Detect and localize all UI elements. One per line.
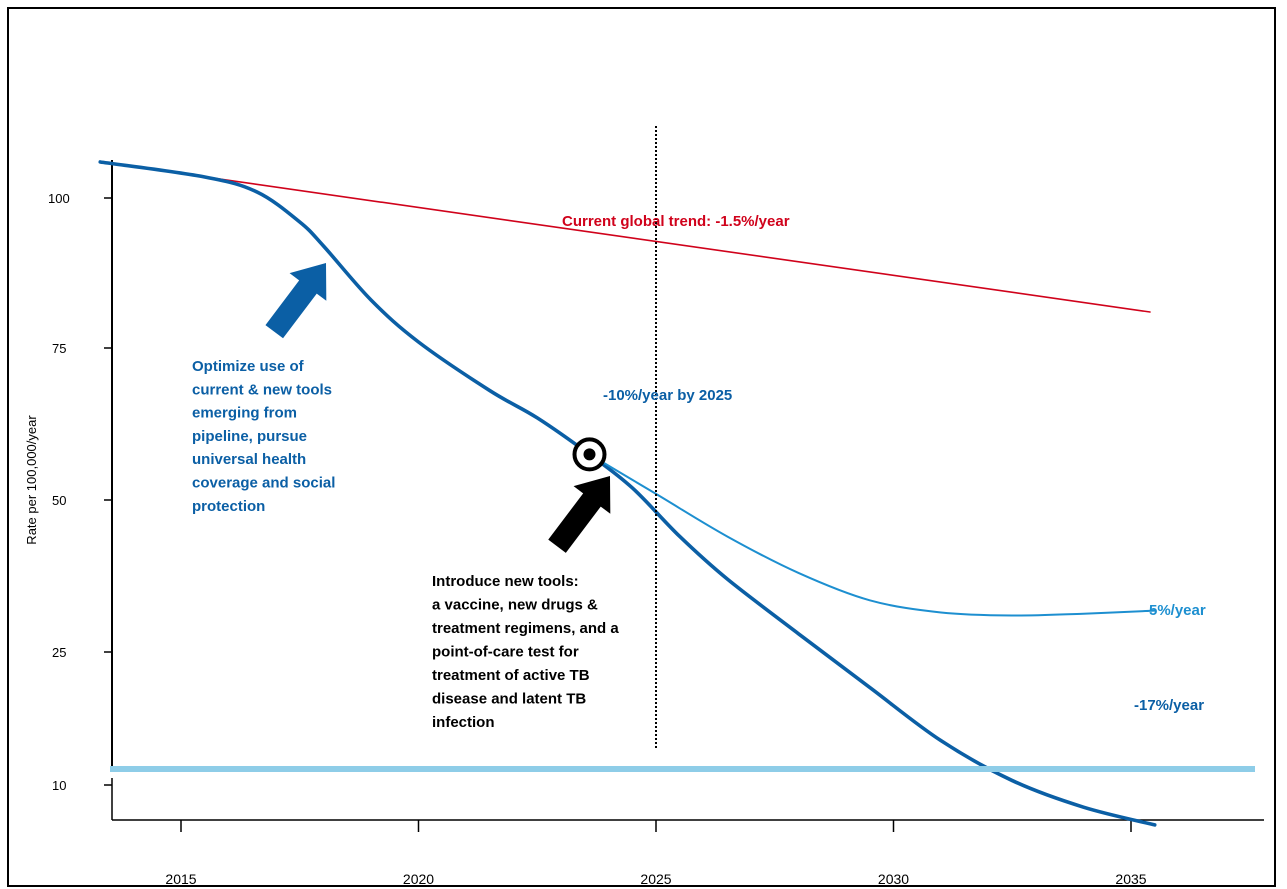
ann-optimize-line-3: emerging from: [192, 405, 297, 422]
ann-introduce-line-5: treatment of active TB: [432, 667, 590, 684]
annotation-5-percent: -5%/year: [1144, 602, 1206, 619]
y-axis-label: Rate per 100,000/year: [24, 415, 39, 545]
ann-optimize-line-1: Optimize use of: [192, 358, 305, 375]
y-tick-label-10: 10: [52, 778, 66, 793]
ann-introduce-line-1: Introduce new tools:: [432, 573, 579, 590]
annotation-current-trend: Current global trend: -1.5%/year: [562, 213, 790, 230]
x-tick-label-2025: 2025: [640, 871, 671, 887]
y-tick-label-50: 50: [52, 493, 66, 508]
y-tick-label-25: 25: [52, 645, 66, 660]
annotation-introduce-new-tools: Introduce new tools: a vaccine, new drugs…: [432, 573, 619, 731]
ann-introduce-line-2: a vaccine, new drugs &: [432, 597, 598, 614]
y-ticks: 100 75 50 25 10: [48, 191, 112, 793]
x-tick-label-2020: 2020: [403, 871, 434, 887]
ann-optimize-line-2: current & new tools: [192, 381, 332, 398]
x-ticks: 2015 2020 2025 2030 2035: [165, 820, 1147, 887]
ann-introduce-line-4: point-of-care test for: [432, 644, 579, 661]
blue-arrow-icon: [265, 263, 327, 339]
x-tick-label-2030: 2030: [878, 871, 909, 887]
x-tick-label-2035: 2035: [1115, 871, 1146, 887]
ann-optimize-line-4: pipeline, pursue: [192, 428, 307, 445]
black-arrow-icon: [548, 476, 611, 553]
ann-optimize-line-7: protection: [192, 498, 265, 515]
ann-optimize-line-5: universal health: [192, 451, 306, 468]
annotation-17-percent: -17%/year: [1134, 697, 1204, 714]
ann-introduce-line-7: infection: [432, 714, 495, 731]
series-17-percent-line: [98, 160, 1157, 827]
y-tick-label-100: 100: [48, 191, 70, 206]
target-center-dot: [583, 448, 596, 461]
x-tick-label-2015: 2015: [165, 871, 196, 887]
ann-introduce-line-3: treatment regimens, and a: [432, 620, 619, 637]
series-5-percent-line: [588, 453, 1156, 617]
series-current-trend-line: [99, 161, 1151, 313]
target-marker-icon: [572, 437, 607, 472]
annotation-10-percent-by-2025: -10%/year by 2025: [603, 387, 732, 404]
annotation-optimize-tools: Optimize use of current & new tools emergi…: [192, 358, 335, 515]
series-layer: [98, 160, 1157, 827]
ann-introduce-line-6: disease and latent TB: [432, 691, 586, 708]
y-tick-label-75: 75: [52, 341, 66, 356]
ann-optimize-line-6: coverage and social: [192, 475, 335, 492]
chart-frame: [7, 7, 1276, 887]
